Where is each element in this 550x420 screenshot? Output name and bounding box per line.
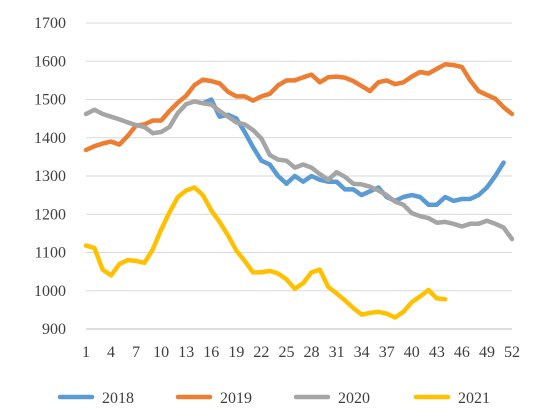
legend-label-2018: 2018 <box>102 390 134 407</box>
x-tick-label: 7 <box>132 344 140 361</box>
y-tick-label: 1500 <box>34 92 66 109</box>
y-axis-tick-labels: 900 1000 1100 1200 1300 1400 1500 1600 1700 <box>34 15 66 338</box>
legend: 2018 2019 2020 2021 <box>57 390 490 407</box>
series-line-2020 <box>83 99 515 242</box>
x-tick-label: 13 <box>178 344 194 361</box>
y-tick-label: 1200 <box>34 206 66 223</box>
y-tick-label: 1100 <box>35 245 66 262</box>
x-tick-label: 4 <box>107 344 115 361</box>
x-axis-tick-labels: 1 4 7 10 13 16 19 22 25 28 31 34 37 40 43 46 49 52 <box>82 344 520 361</box>
x-tick-label: 49 <box>479 344 495 361</box>
x-tick-label: 43 <box>429 344 445 361</box>
legend-label-2021: 2021 <box>458 390 490 407</box>
x-tick-label: 16 <box>203 344 219 361</box>
series-lines <box>83 62 515 320</box>
x-tick-label: 40 <box>404 344 420 361</box>
y-tick-label: 1400 <box>34 130 66 147</box>
y-tick-label: 1700 <box>34 15 66 32</box>
x-tick-label: 52 <box>504 344 520 361</box>
gridlines <box>86 22 512 292</box>
x-tick-label: 19 <box>228 344 244 361</box>
x-tick-label: 46 <box>454 344 470 361</box>
x-tick-label: 28 <box>304 344 320 361</box>
x-tick-label: 1 <box>82 344 90 361</box>
legend-label-2019: 2019 <box>220 390 252 407</box>
series-line-2018 <box>200 97 506 207</box>
y-tick-label: 1000 <box>34 283 66 300</box>
x-tick-label: 22 <box>253 344 269 361</box>
x-tick-label: 37 <box>379 344 395 361</box>
x-tick-label: 34 <box>354 344 370 361</box>
series-line-2019 <box>83 62 515 153</box>
y-tick-label: 900 <box>42 321 66 338</box>
x-tick-label: 10 <box>153 344 169 361</box>
series-line-2021 <box>83 185 448 320</box>
y-tick-label: 1300 <box>34 168 66 185</box>
x-tick-label: 25 <box>278 344 294 361</box>
y-tick-label: 1600 <box>34 53 66 70</box>
legend-label-2020: 2020 <box>338 390 370 407</box>
x-tick-label: 31 <box>329 344 345 361</box>
